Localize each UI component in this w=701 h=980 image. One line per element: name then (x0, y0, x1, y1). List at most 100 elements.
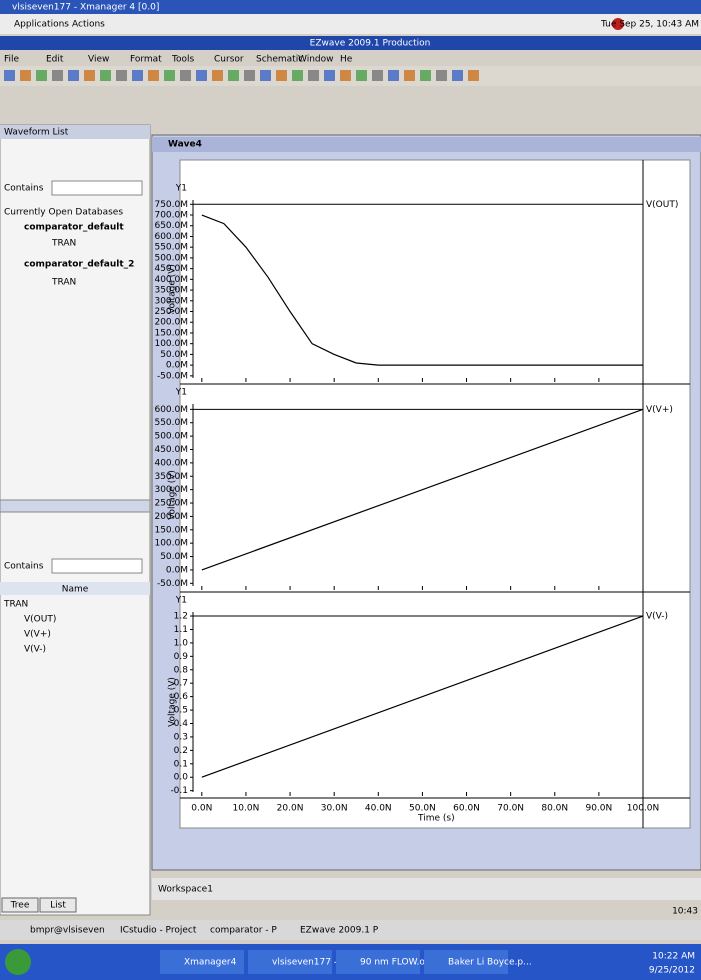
start-button[interactable] (5, 949, 31, 975)
toolbar-icon[interactable] (20, 70, 31, 81)
x-tick-label: 80.0N (541, 804, 568, 814)
tree-node[interactable]: comparator_default_2 (24, 260, 134, 270)
tree-leaf[interactable]: TRAN (51, 278, 76, 288)
menu-item[interactable]: Tools (171, 55, 194, 65)
filter-label: Contains (4, 562, 44, 572)
toolbar-icon[interactable] (308, 70, 319, 81)
task-item[interactable]: EZwave 2009.1 P (300, 926, 379, 936)
toolbar-icon[interactable] (36, 70, 47, 81)
y-tick-label: 50.0M (160, 350, 188, 360)
toolbar-icon[interactable] (132, 70, 143, 81)
toolbar-icon[interactable] (180, 70, 191, 81)
toolbar-icon[interactable] (260, 70, 271, 81)
tree-node[interactable]: comparator_default (24, 223, 124, 233)
tab-label[interactable]: Tree (10, 901, 30, 911)
y-tick-label: 200.0M (154, 512, 188, 522)
toolbar-icon[interactable] (228, 70, 239, 81)
task-item[interactable]: ICstudio - Project (120, 926, 197, 936)
y-tick-label: 50.0M (160, 552, 188, 562)
toolbar-icon[interactable] (212, 70, 223, 81)
toolbar-icon[interactable] (420, 70, 431, 81)
toolbar-icon[interactable] (388, 70, 399, 81)
legend-label[interactable]: V(OUT) (646, 200, 678, 210)
toolbar-icon[interactable] (148, 70, 159, 81)
toolbar-icon[interactable] (100, 70, 111, 81)
toolbar-icon[interactable] (452, 70, 463, 81)
toolbar-icon[interactable] (468, 70, 479, 81)
toolbar-icon[interactable] (52, 70, 63, 81)
column-title: Name (62, 585, 89, 595)
task-item[interactable]: comparator - P (210, 926, 277, 936)
y-tick-label: 0.9 (174, 652, 189, 662)
toolbar-icon[interactable] (340, 70, 351, 81)
y-tick-label: 0.0M (166, 565, 188, 575)
filter-input[interactable] (52, 559, 142, 573)
signal[interactable]: V(OUT) (24, 615, 56, 625)
tree-header: Currently Open Databases (4, 208, 123, 218)
tab-label[interactable]: List (50, 901, 66, 911)
filter-input[interactable] (52, 181, 142, 195)
x-tick-label: 40.0N (365, 804, 392, 814)
menu-item[interactable]: Actions (72, 20, 105, 30)
menu-item[interactable]: File (4, 55, 20, 65)
y-tick-label: 400.0M (154, 458, 188, 468)
toolbar-icon[interactable] (196, 70, 207, 81)
y-tick-label: 0.3 (174, 732, 188, 742)
y-tick-label: -0.1 (170, 786, 188, 796)
menu-item[interactable]: Format (130, 55, 162, 65)
workspace-bar (152, 878, 701, 900)
y-tick-label: 450.0M (154, 264, 188, 274)
toolbar-icon[interactable] (324, 70, 335, 81)
toolbar-icon[interactable] (244, 70, 255, 81)
toolbar-icon[interactable] (276, 70, 287, 81)
x-tick-label: 30.0N (321, 804, 348, 814)
status: 10:43 (672, 907, 698, 917)
filter-label: Contains (4, 184, 44, 194)
y-tick-label: 350.0M (154, 286, 188, 296)
y-tick-label: 150.0M (154, 328, 188, 338)
y-tick-label: 550.0M (154, 418, 188, 428)
y-tick-label: 0.0 (174, 773, 189, 783)
y-tick-label: 500.0M (154, 253, 188, 263)
x-tick-label: 10.0N (233, 804, 260, 814)
taskbar-label[interactable]: Baker Li Boyce.p... (448, 958, 532, 968)
window-title: EZwave 2009.1 Production (310, 39, 431, 49)
signal[interactable]: V(V+) (24, 630, 51, 640)
menu-item[interactable]: Cursor (214, 55, 244, 65)
toolbar-icon[interactable] (84, 70, 95, 81)
y-tick-label: 250.0M (154, 499, 188, 509)
menu-item[interactable]: Window (298, 55, 334, 65)
toolbar-icon[interactable] (372, 70, 383, 81)
y-tick-label: 0.7 (174, 679, 188, 689)
toolbar-icon[interactable] (436, 70, 447, 81)
menu-item[interactable]: Applications (14, 20, 69, 30)
menu-item[interactable]: He (340, 55, 353, 65)
menu-item[interactable]: Schematic (256, 55, 303, 65)
task-item[interactable]: bmpr@vlsiseven (30, 926, 105, 936)
tree-leaf[interactable]: TRAN (51, 239, 76, 249)
toolbar-icon[interactable] (164, 70, 175, 81)
y-tick-label: 100.0M (154, 339, 188, 349)
y-tick-label: 150.0M (154, 525, 188, 535)
legend-label[interactable]: V(V+) (646, 405, 673, 415)
toolbar-icon[interactable] (4, 70, 15, 81)
x-tick-label: 100.0N (627, 804, 660, 814)
y-tick-label: 250.0M (154, 307, 188, 317)
signal[interactable]: V(V-) (24, 645, 46, 655)
workspace-tab[interactable]: Workspace1 (158, 885, 213, 895)
scrollbar[interactable] (0, 500, 150, 512)
menu-item[interactable]: Edit (46, 55, 64, 65)
y-tick-label: -50.0M (157, 579, 188, 589)
taskbar-label[interactable]: Xmanager4 (184, 958, 237, 968)
toolbar-icon[interactable] (116, 70, 127, 81)
toolbar-icon[interactable] (356, 70, 367, 81)
y-tick-label: 600.0M (154, 232, 188, 242)
toolbar-icon[interactable] (68, 70, 79, 81)
x-tick-label: 20.0N (277, 804, 304, 814)
toolbar-icon[interactable] (404, 70, 415, 81)
legend-label[interactable]: V(V-) (646, 612, 668, 622)
menu-item[interactable]: View (88, 55, 109, 65)
axis-name: Y1 (175, 388, 187, 398)
x-tick-label: 50.0N (409, 804, 436, 814)
toolbar-icon[interactable] (292, 70, 303, 81)
